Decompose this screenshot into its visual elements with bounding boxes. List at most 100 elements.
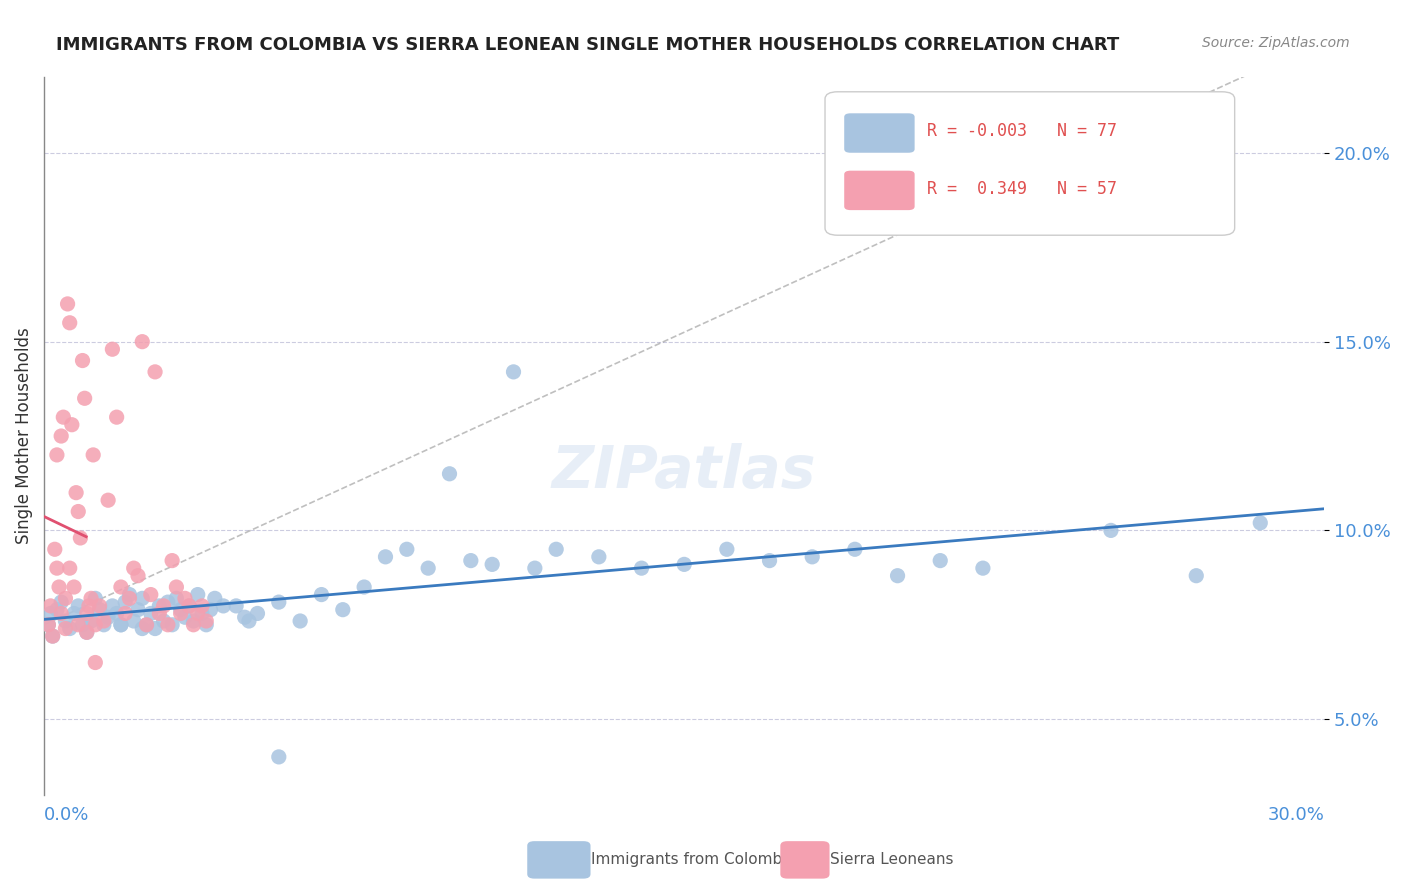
Sierra Leoneans (110, 580, 132, 594)
Immigrants from Colombia (72, 617, 94, 632)
Immigrants from Colombia (105, 607, 128, 621)
Sierra Leoneans (179, 599, 201, 613)
Sierra Leoneans (76, 625, 98, 640)
Immigrants from Colombia (169, 602, 191, 616)
Immigrants from Colombia (143, 622, 166, 636)
Sierra Leoneans (127, 568, 149, 582)
Sierra Leoneans (55, 591, 77, 606)
Sierra Leoneans (56, 297, 79, 311)
Text: R = -0.003   N = 77: R = -0.003 N = 77 (928, 122, 1118, 140)
Sierra Leoneans (69, 531, 91, 545)
Immigrants from Colombia (148, 599, 170, 613)
Immigrants from Colombia (41, 629, 63, 643)
Immigrants from Colombia (204, 591, 226, 606)
Immigrants from Colombia (233, 610, 256, 624)
Immigrants from Colombia (80, 614, 103, 628)
Immigrants from Colombia (502, 365, 524, 379)
Sierra Leoneans (97, 493, 120, 508)
Sierra Leoneans (135, 617, 157, 632)
Immigrants from Colombia (160, 617, 183, 632)
Immigrants from Colombia (114, 595, 136, 609)
Sierra Leoneans (67, 617, 90, 632)
Immigrants from Colombia (152, 614, 174, 628)
Immigrants from Colombia (395, 542, 418, 557)
Sierra Leoneans (55, 622, 77, 636)
Sierra Leoneans (45, 448, 67, 462)
Immigrants from Colombia (844, 542, 866, 557)
Immigrants from Colombia (972, 561, 994, 575)
Y-axis label: Single Mother Households: Single Mother Households (15, 327, 32, 544)
Immigrants from Colombia (59, 622, 82, 636)
Sierra Leoneans (160, 553, 183, 567)
Immigrants from Colombia (439, 467, 461, 481)
Text: 30.0%: 30.0% (1267, 806, 1324, 824)
Immigrants from Colombia (311, 588, 333, 602)
Immigrants from Colombia (131, 591, 153, 606)
Immigrants from Colombia (76, 625, 98, 640)
Text: IMMIGRANTS FROM COLOMBIA VS SIERRA LEONEAN SINGLE MOTHER HOUSEHOLDS CORRELATION : IMMIGRANTS FROM COLOMBIA VS SIERRA LEONE… (56, 36, 1119, 54)
Immigrants from Colombia (127, 602, 149, 616)
Text: Sierra Leoneans: Sierra Leoneans (830, 853, 953, 867)
Sierra Leoneans (84, 656, 107, 670)
Sierra Leoneans (59, 561, 82, 575)
Immigrants from Colombia (110, 617, 132, 632)
Immigrants from Colombia (67, 599, 90, 613)
Text: Source: ZipAtlas.com: Source: ZipAtlas.com (1202, 36, 1350, 50)
Sierra Leoneans (131, 334, 153, 349)
Immigrants from Colombia (588, 549, 610, 564)
Sierra Leoneans (101, 343, 124, 357)
Immigrants from Colombia (212, 599, 235, 613)
Immigrants from Colombia (460, 553, 482, 567)
Sierra Leoneans (59, 316, 82, 330)
Immigrants from Colombia (110, 617, 132, 632)
Text: R =  0.349   N = 57: R = 0.349 N = 57 (928, 179, 1118, 198)
Sierra Leoneans (93, 614, 115, 628)
Sierra Leoneans (122, 561, 145, 575)
Sierra Leoneans (82, 448, 104, 462)
Sierra Leoneans (143, 365, 166, 379)
Immigrants from Colombia (929, 553, 952, 567)
Immigrants from Colombia (481, 558, 503, 572)
Immigrants from Colombia (179, 599, 201, 613)
Immigrants from Colombia (93, 617, 115, 632)
Sierra Leoneans (118, 591, 141, 606)
Immigrants from Colombia (332, 602, 354, 616)
Sierra Leoneans (67, 504, 90, 518)
Sierra Leoneans (139, 588, 162, 602)
Immigrants from Colombia (187, 588, 209, 602)
Text: ZIPatlas: ZIPatlas (553, 443, 817, 500)
Immigrants from Colombia (886, 568, 908, 582)
FancyBboxPatch shape (844, 113, 915, 153)
Immigrants from Colombia (630, 561, 652, 575)
Sierra Leoneans (51, 429, 73, 443)
Immigrants from Colombia (51, 595, 73, 609)
Immigrants from Colombia (801, 549, 824, 564)
Immigrants from Colombia (673, 558, 696, 572)
Sierra Leoneans (152, 599, 174, 613)
Sierra Leoneans (45, 561, 67, 575)
Sierra Leoneans (174, 591, 197, 606)
Immigrants from Colombia (89, 602, 111, 616)
Sierra Leoneans (77, 599, 100, 613)
Immigrants from Colombia (1249, 516, 1271, 530)
Immigrants from Colombia (546, 542, 568, 557)
Immigrants from Colombia (418, 561, 440, 575)
Immigrants from Colombia (101, 599, 124, 613)
Sierra Leoneans (89, 599, 111, 613)
Immigrants from Colombia (97, 610, 120, 624)
Sierra Leoneans (80, 591, 103, 606)
Immigrants from Colombia (118, 588, 141, 602)
Sierra Leoneans (195, 614, 218, 628)
Sierra Leoneans (39, 599, 62, 613)
Sierra Leoneans (41, 629, 63, 643)
FancyBboxPatch shape (844, 170, 915, 211)
Immigrants from Colombia (55, 614, 77, 628)
Immigrants from Colombia (139, 607, 162, 621)
Immigrants from Colombia (716, 542, 738, 557)
Sierra Leoneans (60, 417, 83, 432)
Sierra Leoneans (114, 607, 136, 621)
Immigrants from Colombia (1099, 524, 1122, 538)
Sierra Leoneans (65, 485, 87, 500)
Sierra Leoneans (156, 617, 179, 632)
Immigrants from Colombia (165, 591, 187, 606)
